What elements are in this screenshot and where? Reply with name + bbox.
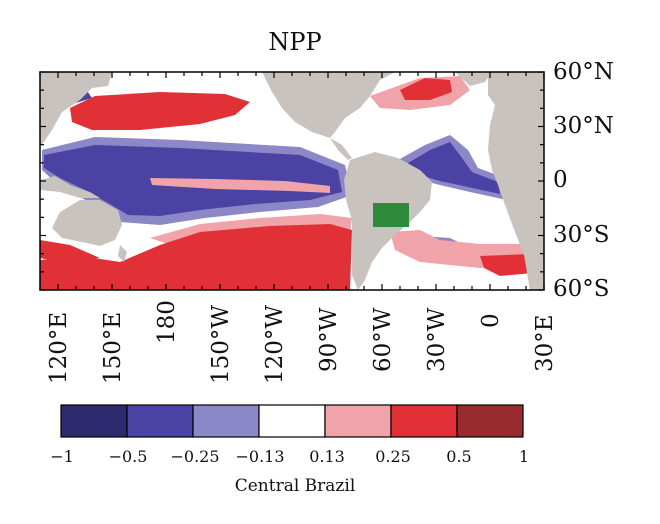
- lon-label-30e: 30°E: [532, 314, 558, 372]
- colorbar-segment: [390, 404, 458, 438]
- lon-label-150e: 150°E: [100, 311, 126, 384]
- lon-label-60w: 60°W: [370, 307, 396, 372]
- lon-label-30w: 30°W: [424, 307, 450, 372]
- lon-label-120e: 120°E: [46, 311, 72, 384]
- land-central-america: [330, 138, 352, 160]
- lon-label-180: 180: [154, 300, 180, 344]
- lon-label-90w: 90°W: [316, 307, 342, 372]
- colorbar-segment: [126, 404, 194, 438]
- land-new-zealand: [118, 245, 127, 262]
- colorbar-tick-label: −0.25: [170, 447, 220, 466]
- lon-label-120w: 120°W: [262, 304, 288, 384]
- colorbar-caption: Central Brazil: [234, 476, 356, 496]
- land-asia: [40, 72, 112, 146]
- land-greenland: [455, 72, 492, 86]
- colorbar-tick-label: 1: [518, 447, 530, 466]
- map-field: [40, 72, 544, 290]
- lon-label-0: 0: [478, 313, 504, 328]
- central-brazil-region: [373, 203, 409, 227]
- lat-label-30s: 30°S: [553, 222, 610, 248]
- lat-label-60s: 60°S: [553, 276, 610, 302]
- positive-tongue-pacific: [150, 178, 330, 193]
- colorbar-tick-label: 0.5: [446, 447, 472, 466]
- colorbar-tick-label: −0.5: [108, 447, 148, 466]
- colorbar-tick-label: −0.13: [235, 447, 285, 466]
- map-ticks: [39, 71, 545, 291]
- lat-label-30n: 30°N: [553, 113, 614, 139]
- lon-label-150w: 150°W: [208, 304, 234, 384]
- land-europe-africa: [488, 72, 544, 290]
- colorbar-segment: [456, 404, 524, 438]
- colorbar-segment: [324, 404, 392, 438]
- colorbar-segment: [258, 404, 326, 438]
- land-australia: [52, 200, 122, 246]
- colorbar-tick-label: 0.13: [309, 447, 345, 466]
- positive-field-north-pacific: [70, 92, 250, 130]
- lat-label-0: 0: [553, 167, 568, 193]
- positive-field-south-pacific: [40, 224, 352, 290]
- positive-field-north-atlantic: [400, 78, 452, 100]
- colorbar-tick-label: 0.25: [375, 447, 411, 466]
- land-north-america: [262, 72, 395, 138]
- colorbar-segment: [192, 404, 260, 438]
- negative-field-atlantic-strong: [408, 142, 500, 194]
- colorbar-tick-label: −1: [50, 447, 74, 466]
- map-title: NPP: [268, 28, 322, 56]
- colorbar: [60, 404, 524, 438]
- land-maritime-continent: [40, 176, 100, 198]
- lat-label-60n: 60°N: [553, 59, 614, 85]
- positive-patch-southwest: [40, 240, 100, 262]
- colorbar-segment: [60, 404, 128, 438]
